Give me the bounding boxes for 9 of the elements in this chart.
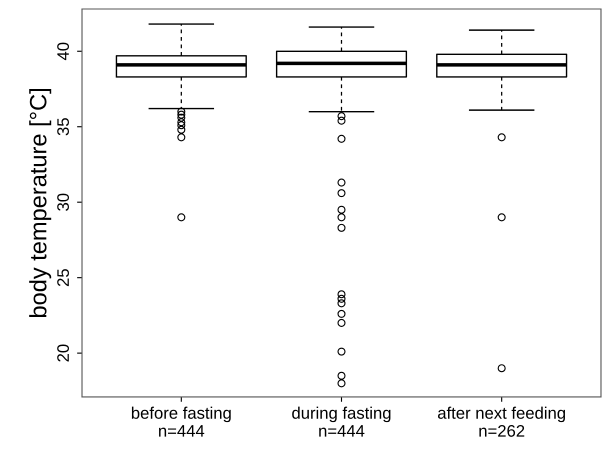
x-tick-label: before fasting n=444 xyxy=(132,406,231,437)
x-tick-label: after next feeding n=262 xyxy=(438,406,565,437)
y-tick-label: 20 xyxy=(57,344,69,362)
y-tick-label: 30 xyxy=(57,194,69,211)
y-tick-label: 25 xyxy=(57,269,69,286)
x-tick-label: during fasting n=444 xyxy=(292,406,390,437)
y-tick-label: 40 xyxy=(57,42,69,60)
y-axis-title: body temperature [°C] xyxy=(29,89,52,318)
y-tick-label: 35 xyxy=(57,118,69,136)
